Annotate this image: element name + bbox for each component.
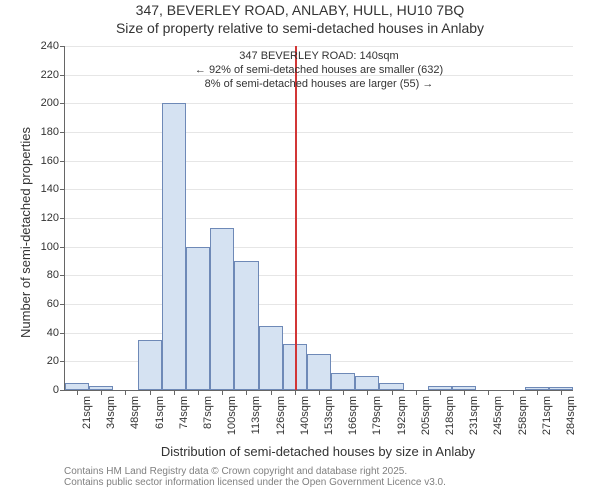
gridline — [65, 103, 573, 104]
property-marker-line — [295, 46, 297, 390]
histogram-bar — [307, 354, 331, 390]
y-tick-label: 240 — [41, 40, 65, 52]
y-tick-label: 80 — [47, 269, 65, 281]
x-tick-label: 21sqm — [81, 396, 93, 429]
gridline — [65, 132, 573, 133]
histogram-bar — [210, 228, 234, 390]
y-tick-label: 220 — [41, 69, 65, 81]
x-tick-label: 48sqm — [129, 396, 141, 429]
y-tick-label: 40 — [47, 327, 65, 339]
footer: Contains HM Land Registry data © Crown c… — [64, 466, 446, 488]
x-tick-label: 34sqm — [105, 396, 117, 429]
x-tick-label: 100sqm — [226, 396, 238, 435]
chart-container: 347, BEVERLEY ROAD, ANLABY, HULL, HU10 7… — [0, 0, 600, 500]
x-tick-label: 231sqm — [468, 396, 480, 435]
y-axis-label: Number of semi-detached properties — [18, 127, 33, 338]
y-tick-label: 140 — [41, 183, 65, 195]
x-tick-label: 87sqm — [202, 396, 214, 429]
title-line-1: 347, BEVERLEY ROAD, ANLABY, HULL, HU10 7… — [0, 2, 600, 20]
annotation-line-3: 8% of semi-detached houses are larger (5… — [195, 78, 443, 92]
y-tick-label: 120 — [41, 212, 65, 224]
x-tick-label: 205sqm — [420, 396, 432, 435]
gridline — [65, 161, 573, 162]
histogram-bar — [379, 383, 403, 390]
histogram-bar — [331, 373, 355, 390]
x-tick-label: 271sqm — [541, 396, 553, 435]
y-tick-label: 20 — [47, 355, 65, 367]
gridline — [65, 275, 573, 276]
x-tick-label: 126sqm — [275, 396, 287, 435]
histogram-bar — [162, 103, 186, 390]
y-tick-label: 180 — [41, 126, 65, 138]
gridline — [65, 333, 573, 334]
y-tick-label: 60 — [47, 298, 65, 310]
y-tick-label: 100 — [41, 241, 65, 253]
footer-line-1: Contains HM Land Registry data © Crown c… — [64, 466, 446, 477]
x-tick-label: 140sqm — [299, 396, 311, 435]
x-tick-label: 61sqm — [154, 396, 166, 429]
x-tick-label: 192sqm — [396, 396, 408, 435]
gridline — [65, 46, 573, 47]
histogram-bar — [234, 261, 258, 390]
y-tick-label: 200 — [41, 97, 65, 109]
y-tick-label: 0 — [53, 384, 65, 396]
x-axis-label: Distribution of semi-detached houses by … — [64, 444, 572, 459]
histogram-bar — [65, 383, 89, 390]
gridline — [65, 304, 573, 305]
x-tick-label: 113sqm — [250, 396, 262, 434]
y-tick-label: 160 — [41, 155, 65, 167]
x-tick-label: 166sqm — [347, 396, 359, 435]
title-line-2: Size of property relative to semi-detach… — [0, 20, 600, 38]
x-tick-label: 74sqm — [178, 396, 190, 429]
x-tick-label: 179sqm — [371, 396, 383, 435]
gridline — [65, 189, 573, 190]
annotation-line-2: ← 92% of semi-detached houses are smalle… — [195, 64, 443, 78]
x-tick-label: 218sqm — [444, 396, 456, 435]
annotation-line-1: 347 BEVERLEY ROAD: 140sqm — [195, 50, 443, 64]
x-tick-label: 284sqm — [565, 396, 577, 435]
x-tick-label: 258sqm — [517, 396, 529, 435]
annotation-box: 347 BEVERLEY ROAD: 140sqm ← 92% of semi-… — [195, 50, 443, 91]
gridline — [65, 247, 573, 248]
plot-area: 347 BEVERLEY ROAD: 140sqm ← 92% of semi-… — [64, 46, 573, 391]
histogram-bar — [355, 376, 379, 390]
chart-title: 347, BEVERLEY ROAD, ANLABY, HULL, HU10 7… — [0, 2, 600, 37]
histogram-bar — [186, 247, 210, 390]
footer-line-2: Contains public sector information licen… — [64, 477, 446, 488]
x-tick-label: 245sqm — [492, 396, 504, 435]
x-tick-label: 153sqm — [323, 396, 335, 435]
histogram-bar — [259, 326, 283, 391]
histogram-bar — [138, 340, 162, 390]
gridline — [65, 218, 573, 219]
